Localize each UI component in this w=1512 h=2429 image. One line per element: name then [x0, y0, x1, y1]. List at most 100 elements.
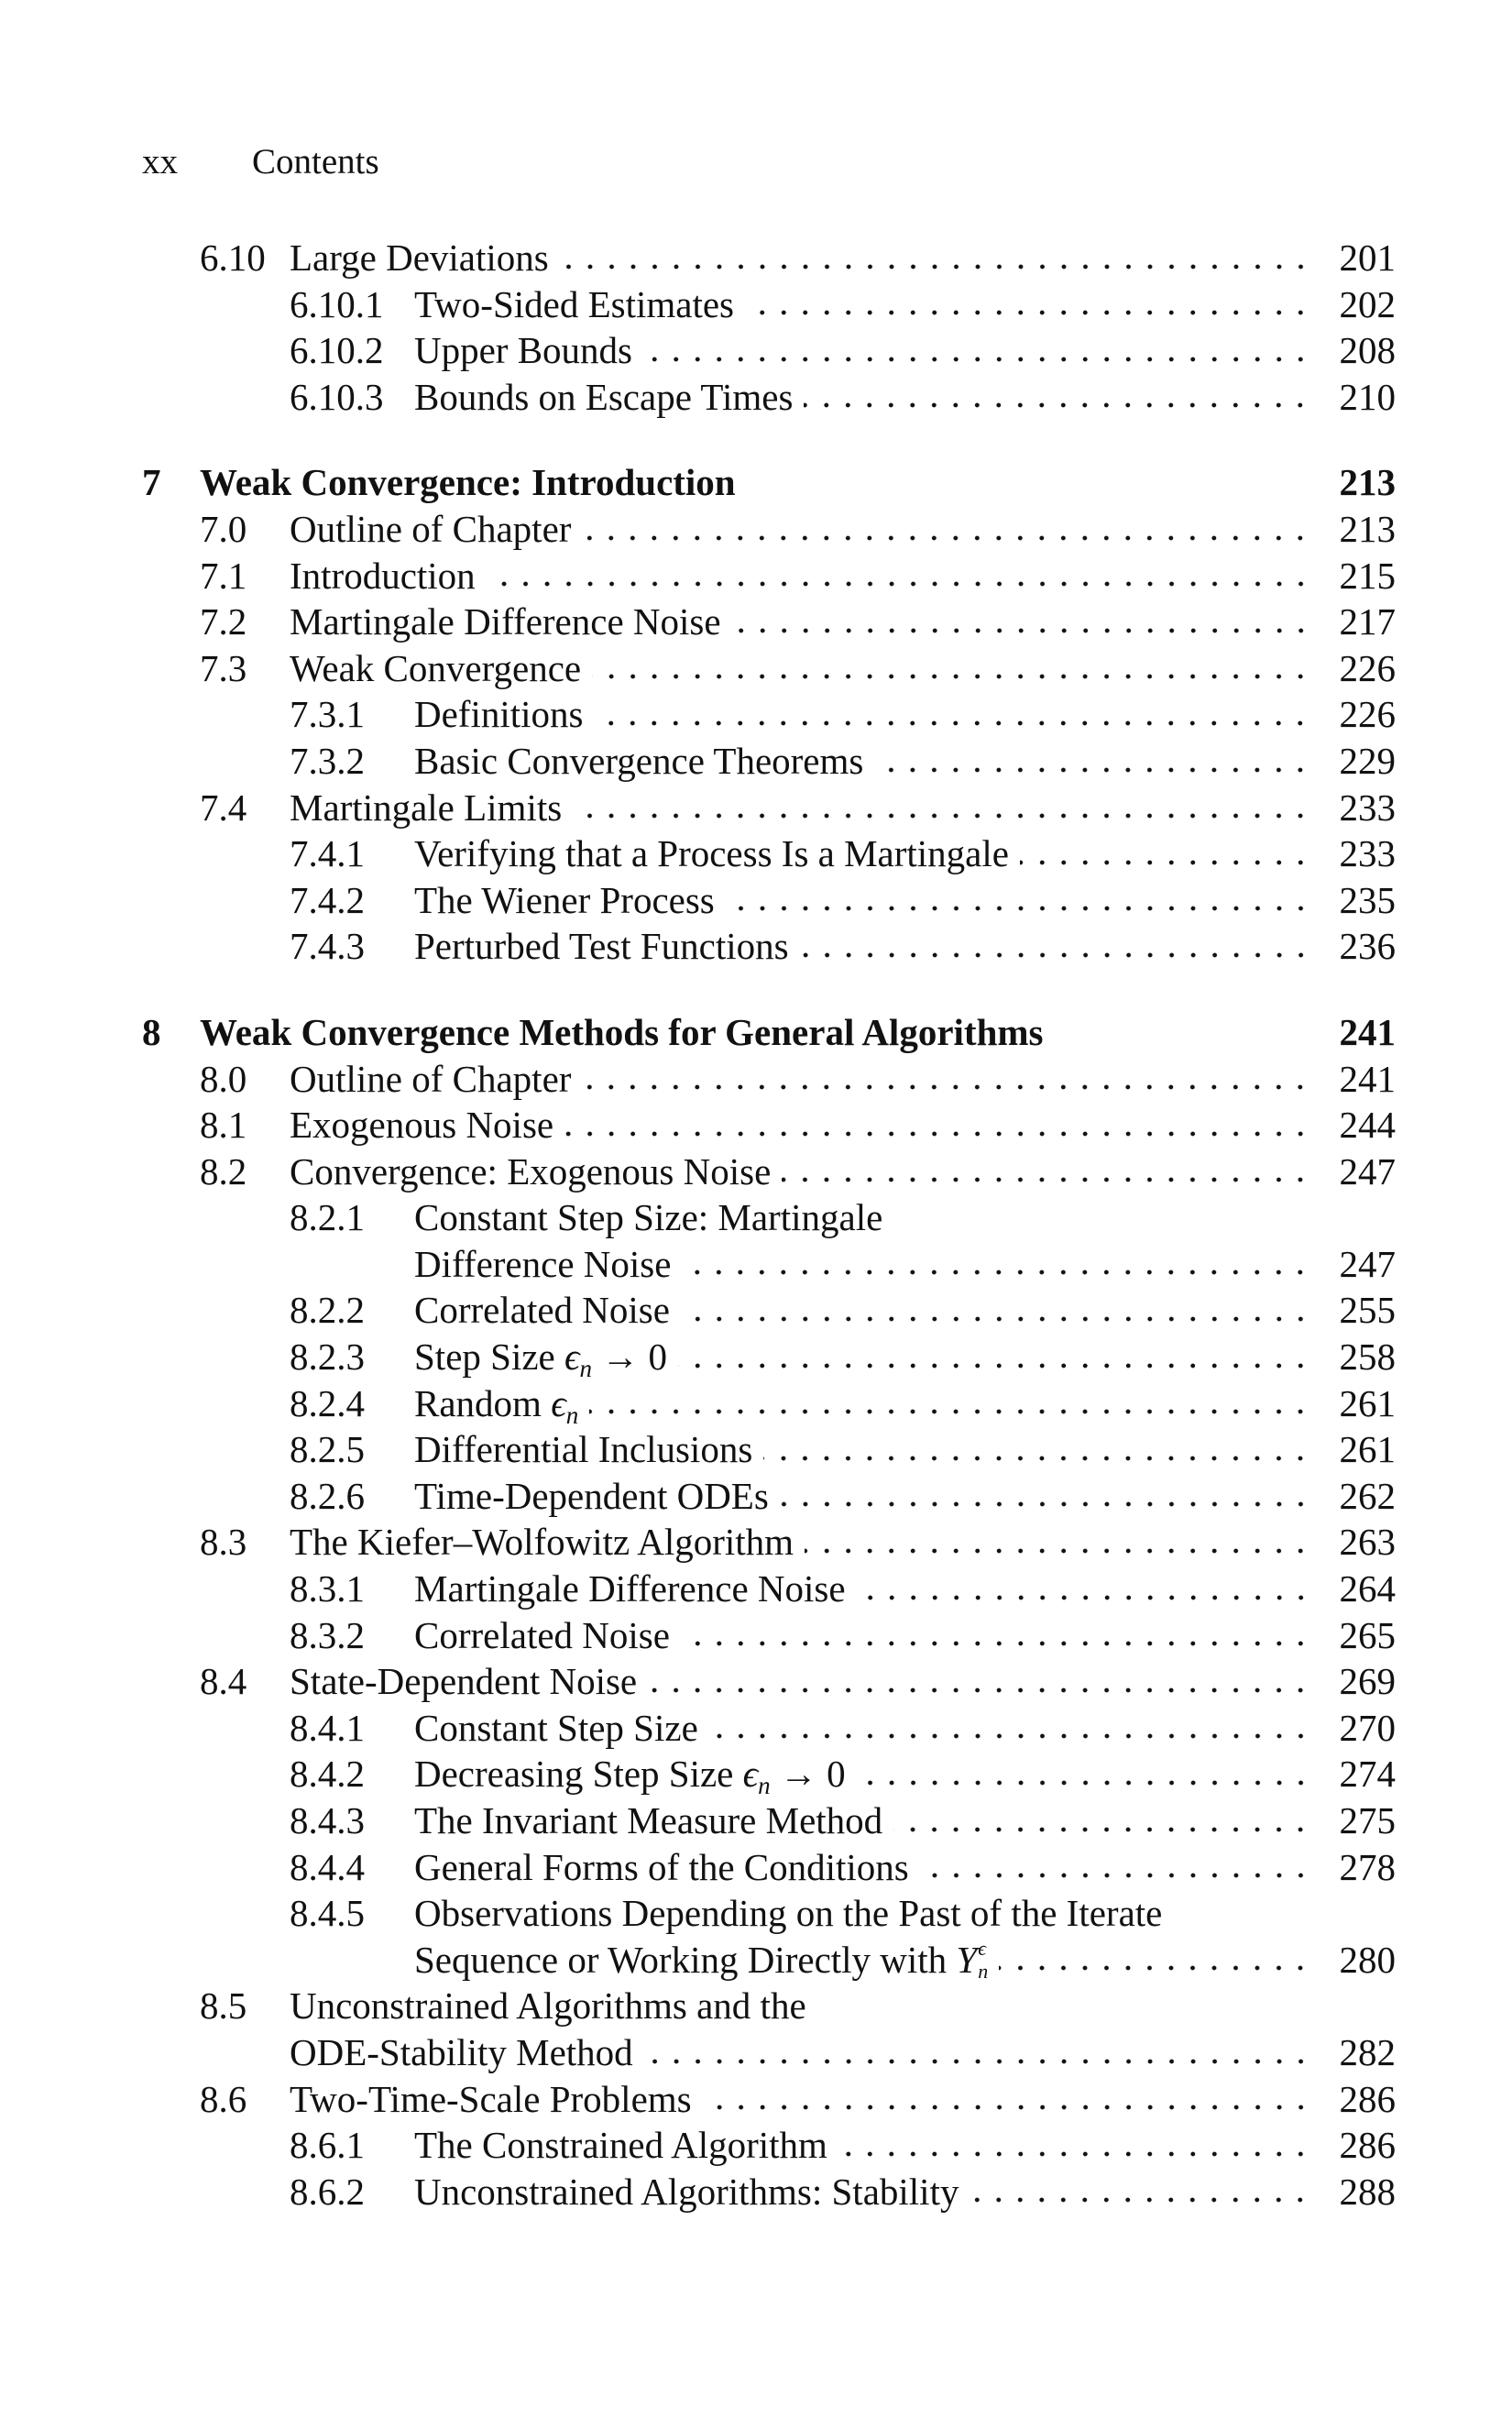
entry-title: Exogenous Noise: [290, 1102, 553, 1149]
toc-line: 7.4.1 Verifying that a Process Is a Marti…: [0, 830, 1512, 877]
entry-number: 8.6.2: [290, 2170, 365, 2213]
subsection-entry[interactable]: 7.4.2 The Wiener Process 235: [0, 876, 1512, 924]
entry-title: The Invariant Measure Method: [414, 1797, 882, 1844]
subsection-entry[interactable]: 8.2.2 Correlated Noise 255: [0, 1287, 1512, 1335]
entry-title: Outline of Chapter: [290, 506, 571, 553]
entry-title: Perturbed Test Functions: [414, 923, 789, 970]
title-text: Basic Convergence Theorems: [414, 739, 864, 782]
page-number-ref: 233: [1339, 832, 1397, 875]
title-text: Perturbed Test Functions: [414, 925, 789, 968]
section-entry[interactable]: 8.1 Exogenous Noise 244: [0, 1102, 1512, 1149]
title-text: Constant Step Size: Martingale: [414, 1196, 883, 1239]
toc-line: 8.4.3 The Invariant Measure Method 275: [0, 1797, 1512, 1844]
chapter-entry[interactable]: 8 Weak Convergence Methods for General Al…: [0, 1009, 1512, 1056]
subsection-entry[interactable]: 7.3.1 Definitions 226: [0, 691, 1512, 738]
entry-number: 6.10.3: [290, 375, 384, 418]
page-number-ref: 226: [1339, 693, 1397, 736]
entry-number: 7.3.2: [290, 739, 365, 782]
title-text: → 0: [592, 1335, 668, 1379]
dot-leader: [648, 1658, 1311, 1705]
entry-title: Definitions: [414, 691, 583, 738]
subsection-entry[interactable]: 8.3.2 Correlated Noise 265: [0, 1611, 1512, 1659]
math-symbol: ϵ: [742, 1753, 759, 1796]
subscript: n: [579, 1355, 593, 1383]
entry-title: Upper Bounds: [414, 327, 632, 374]
toc-line: 7.4.3 Perturbed Test Functions 236: [0, 923, 1512, 970]
page-number-ref: 263: [1339, 1521, 1397, 1564]
entry-title: Differential Inclusions: [414, 1426, 752, 1473]
dot-leader: [573, 784, 1311, 831]
dot-leader: [874, 737, 1311, 785]
entry-number: 8.6: [200, 2077, 247, 2120]
subsection-entry[interactable]: 8.2.1 Constant Step Size: Martingale Diffe…: [0, 1194, 1512, 1288]
title-text: Sequence or Working Directly with: [414, 1938, 957, 1981]
toc-line: 7.4 Martingale Limits 233: [0, 784, 1512, 831]
subsection-entry[interactable]: 7.3.2 Basic Convergence Theorems 229: [0, 737, 1512, 785]
entry-number: 7.4.3: [290, 925, 365, 968]
subsection-entry[interactable]: 6.10.1 Two-Sided Estimates 202: [0, 280, 1512, 328]
subsection-entry[interactable]: 8.4.5 Observations Depending on the Past …: [0, 1890, 1512, 1984]
entry-title: Constant Step Size: [414, 1705, 698, 1752]
subsection-entry[interactable]: 8.4.1 Constant Step Size 270: [0, 1704, 1512, 1752]
math-symbol: ϵ: [551, 1381, 566, 1424]
subsection-entry[interactable]: 8.4.4 General Forms of the Conditions 278: [0, 1843, 1512, 1891]
table-of-contents: 6.10 Large Deviations 201 6.10.1 Two-Sided E…: [0, 235, 1512, 2215]
section-entry[interactable]: 7.0 Outline of Chapter 213: [0, 505, 1512, 553]
entry-number: 8.5: [200, 1984, 247, 2028]
section-entry[interactable]: 7.4 Martingale Limits 233: [0, 784, 1512, 831]
section-entry[interactable]: 8.3 The Kiefer–Wolfowitz Algorithm 263: [0, 1519, 1512, 1566]
subsection-entry[interactable]: 6.10.2 Upper Bounds 208: [0, 327, 1512, 374]
section-entry[interactable]: 8.2 Convergence: Exogenous Noise 247: [0, 1148, 1512, 1195]
subsection-entry[interactable]: 8.6.2 Unconstrained Algorithms: Stability…: [0, 2168, 1512, 2215]
subsection-entry[interactable]: 8.3.1 Martingale Difference Noise 264: [0, 1566, 1512, 1612]
title-text: Upper Bounds: [414, 329, 633, 372]
math-symbol: Y: [956, 1938, 978, 1981]
dot-leader: [643, 2028, 1311, 2076]
section-entry[interactable]: 8.6 Two-Time-Scale Problems 286: [0, 2075, 1512, 2123]
entry-title: Convergence: Exogenous Noise: [290, 1149, 771, 1195]
toc-line: ODE-Stability Method 282: [0, 2028, 1512, 2076]
title-text: Two-Sided Estimates: [414, 282, 735, 325]
chapter-entry[interactable]: 7 Weak Convergence: Introduction 213: [0, 459, 1512, 506]
dot-leader: [725, 876, 1311, 924]
entry-title: Martingale Limits: [290, 785, 562, 831]
section-entry[interactable]: 8.0 Outline of Chapter 241: [0, 1055, 1512, 1103]
section-entry[interactable]: 7.3 Weak Convergence 226: [0, 644, 1512, 692]
subsection-entry[interactable]: 7.4.1 Verifying that a Process Is a Marti…: [0, 830, 1512, 877]
toc-line: 7.2 Martingale Difference Noise 217: [0, 599, 1512, 645]
subsection-entry[interactable]: 7.4.3 Perturbed Test Functions 236: [0, 923, 1512, 970]
subsection-entry[interactable]: 8.2.6 Time-Dependent ODEs 262: [0, 1472, 1512, 1520]
page-number-ref: 244: [1339, 1104, 1397, 1147]
toc-line: 8.2.3 Step Size ϵn → 0 258: [0, 1334, 1512, 1383]
subsection-entry[interactable]: 8.4.3 The Invariant Measure Method 275: [0, 1797, 1512, 1844]
subsection-entry[interactable]: 6.10.3 Bounds on Escape Times 210: [0, 373, 1512, 421]
subsection-entry[interactable]: 8.6.1 The Constrained Algorithm 286: [0, 2122, 1512, 2169]
dot-leader: [999, 1936, 1311, 1984]
entry-title: The Wiener Process: [414, 877, 715, 924]
entry-title: Introduction: [290, 553, 476, 599]
title-text: General Forms of the Conditions: [414, 1845, 909, 1888]
subscript: n: [758, 1772, 771, 1800]
page-number-ref: 241: [1339, 1010, 1397, 1053]
title-text: Observations Depending on the Past of th…: [414, 1892, 1163, 1935]
title-text: Decreasing Step Size: [414, 1753, 743, 1796]
title-text: Martingale Difference Noise: [414, 1567, 846, 1610]
section-entry[interactable]: 6.10 Large Deviations 201: [0, 235, 1512, 281]
page-number-ref: 265: [1339, 1613, 1397, 1656]
entry-number: 8.3.1: [290, 1567, 365, 1610]
section-entry[interactable]: 8.5 Unconstrained Algorithms and the ODE-S…: [0, 1983, 1512, 2076]
section-entry[interactable]: 7.1 Introduction 215: [0, 552, 1512, 599]
page-number-ref: 247: [1339, 1242, 1397, 1285]
page-number-ref: 226: [1339, 646, 1397, 689]
title-text: The Kiefer–Wolfowitz Algorithm: [290, 1521, 794, 1564]
subsection-entry[interactable]: 8.2.5 Differential Inclusions 261: [0, 1426, 1512, 1473]
page-number-ref: 258: [1339, 1335, 1397, 1379]
page-number-ref: 233: [1339, 786, 1397, 829]
subsection-entry[interactable]: 8.4.2 Decreasing Step Size ϵn → 0 274: [0, 1751, 1512, 1800]
subsection-entry[interactable]: 8.2.4 Random ϵn 261: [0, 1379, 1512, 1427]
title-text: ODE-Stability Method: [290, 2030, 633, 2073]
section-entry[interactable]: 8.4 State-Dependent Noise 269: [0, 1658, 1512, 1705]
section-entry[interactable]: 7.2 Martingale Difference Noise 217: [0, 599, 1512, 645]
subsection-entry[interactable]: 8.2.3 Step Size ϵn → 0 258: [0, 1334, 1512, 1383]
